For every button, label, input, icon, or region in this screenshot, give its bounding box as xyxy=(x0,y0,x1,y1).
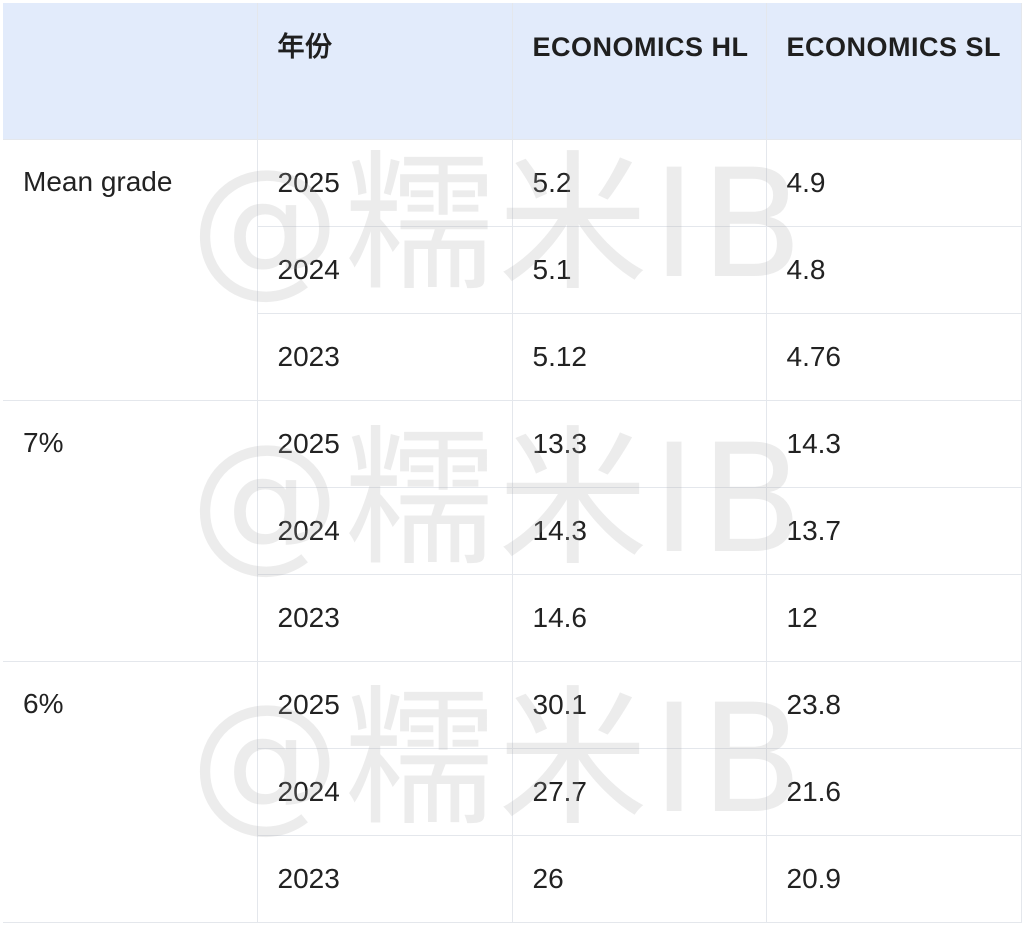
table-row: Mean grade 2025 5.2 4.9 xyxy=(3,138,1022,401)
year-cell: 2024 xyxy=(256,747,513,836)
hl-value-cell: 26 xyxy=(511,834,767,923)
hl-value-cell: 5.12 xyxy=(511,312,767,401)
sl-value-cell: 20.9 xyxy=(765,834,1022,923)
table-header: 年份 ECONOMICS HL ECONOMICS SL xyxy=(3,3,1022,139)
group-label-mean-grade: Mean grade xyxy=(3,138,258,401)
table-row: 2024 27.7 21.6 xyxy=(3,747,1022,836)
sl-value-cell: 12 xyxy=(765,573,1022,662)
table-row: 7% 2025 13.3 14.3 xyxy=(3,399,1022,662)
sl-value-cell: 4.76 xyxy=(765,312,1022,401)
year-cell: 2025 xyxy=(256,138,513,227)
year-cell: 2024 xyxy=(256,225,513,314)
hl-value-cell: 14.3 xyxy=(511,486,767,575)
year-cell: 2023 xyxy=(256,573,513,662)
sl-value-cell: 4.9 xyxy=(765,138,1022,227)
hl-value-cell: 5.1 xyxy=(511,225,767,314)
results-table-container: 年份 ECONOMICS HL ECONOMICS SL Mean grade … xyxy=(3,3,1022,923)
header-economics-sl: ECONOMICS SL xyxy=(765,3,1022,139)
table-row: 2023 14.6 12 xyxy=(3,573,1022,662)
hl-value-cell: 13.3 xyxy=(511,399,767,488)
table-row: 2023 26 20.9 xyxy=(3,834,1022,923)
group-label-6-percent: 6% xyxy=(3,660,258,923)
sl-value-cell: 13.7 xyxy=(765,486,1022,575)
year-cell: 2024 xyxy=(256,486,513,575)
table-row: 2024 5.1 4.8 xyxy=(3,225,1022,314)
table-row: 2024 14.3 13.7 xyxy=(3,486,1022,575)
sl-value-cell: 14.3 xyxy=(765,399,1022,488)
table-body: Mean grade 2025 5.2 4.9 2024 5.1 4.8 202… xyxy=(3,138,1022,923)
table-row: 6% 2025 30.1 23.8 xyxy=(3,660,1022,923)
header-year: 年份 xyxy=(256,3,513,139)
hl-value-cell: 5.2 xyxy=(511,138,767,227)
sl-value-cell: 4.8 xyxy=(765,225,1022,314)
header-row: 年份 ECONOMICS HL ECONOMICS SL xyxy=(3,3,1022,139)
group-label-7-percent: 7% xyxy=(3,399,258,662)
sl-value-cell: 21.6 xyxy=(765,747,1022,836)
year-cell: 2023 xyxy=(256,312,513,401)
year-cell: 2025 xyxy=(256,660,513,749)
header-economics-hl: ECONOMICS HL xyxy=(511,3,767,139)
sl-value-cell: 23.8 xyxy=(765,660,1022,749)
year-cell: 2025 xyxy=(256,399,513,488)
year-cell: 2023 xyxy=(256,834,513,923)
hl-value-cell: 14.6 xyxy=(511,573,767,662)
hl-value-cell: 27.7 xyxy=(511,747,767,836)
hl-value-cell: 30.1 xyxy=(511,660,767,749)
results-table: 年份 ECONOMICS HL ECONOMICS SL Mean grade … xyxy=(3,3,1022,923)
header-blank-cell xyxy=(3,3,258,139)
